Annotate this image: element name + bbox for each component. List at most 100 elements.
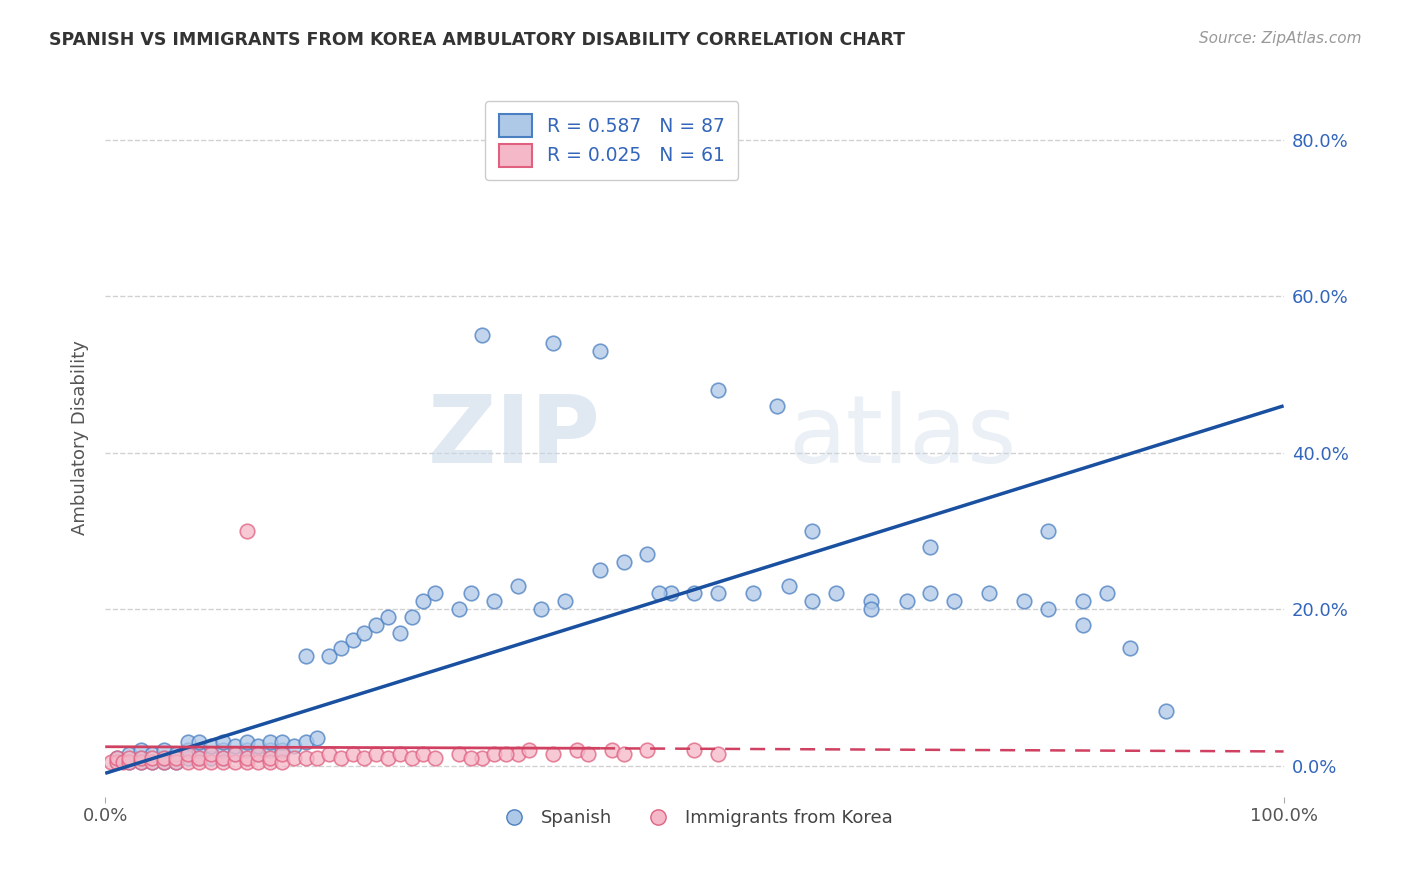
Point bbox=[165, 755, 187, 769]
Point bbox=[200, 747, 222, 761]
Point bbox=[294, 735, 316, 749]
Point bbox=[683, 586, 706, 600]
Point bbox=[118, 755, 141, 769]
Point bbox=[141, 755, 163, 769]
Point bbox=[353, 750, 375, 764]
Point bbox=[118, 755, 141, 769]
Point bbox=[212, 755, 235, 769]
Point bbox=[766, 399, 789, 413]
Text: atlas: atlas bbox=[789, 391, 1017, 483]
Point bbox=[247, 739, 270, 753]
Point bbox=[460, 586, 482, 600]
Text: ZIP: ZIP bbox=[427, 391, 600, 483]
Point bbox=[860, 602, 883, 616]
Point bbox=[212, 735, 235, 749]
Point bbox=[259, 755, 281, 769]
Point bbox=[176, 735, 198, 749]
Point bbox=[165, 750, 187, 764]
Y-axis label: Ambulatory Disability: Ambulatory Disability bbox=[72, 340, 89, 534]
Point bbox=[141, 750, 163, 764]
Point bbox=[224, 755, 246, 769]
Point bbox=[212, 743, 235, 757]
Point bbox=[860, 594, 883, 608]
Point bbox=[920, 586, 942, 600]
Point bbox=[176, 750, 198, 764]
Point bbox=[447, 747, 470, 761]
Point bbox=[118, 750, 141, 764]
Point bbox=[118, 747, 141, 761]
Point bbox=[129, 755, 152, 769]
Point bbox=[589, 563, 612, 577]
Point bbox=[920, 540, 942, 554]
Point bbox=[271, 743, 294, 757]
Point bbox=[165, 747, 187, 761]
Point bbox=[1036, 524, 1059, 538]
Point bbox=[471, 328, 494, 343]
Point bbox=[388, 747, 411, 761]
Legend: Spanish, Immigrants from Korea: Spanish, Immigrants from Korea bbox=[489, 802, 900, 835]
Text: SPANISH VS IMMIGRANTS FROM KOREA AMBULATORY DISABILITY CORRELATION CHART: SPANISH VS IMMIGRANTS FROM KOREA AMBULAT… bbox=[49, 31, 905, 49]
Point bbox=[401, 610, 423, 624]
Point bbox=[141, 747, 163, 761]
Point bbox=[318, 648, 340, 663]
Point bbox=[105, 750, 128, 764]
Point bbox=[283, 739, 305, 753]
Point bbox=[1119, 641, 1142, 656]
Point bbox=[471, 750, 494, 764]
Point bbox=[294, 750, 316, 764]
Point bbox=[707, 586, 730, 600]
Point bbox=[188, 755, 211, 769]
Point bbox=[554, 594, 576, 608]
Point bbox=[153, 750, 176, 764]
Point bbox=[425, 586, 447, 600]
Point bbox=[482, 747, 505, 761]
Point bbox=[200, 755, 222, 769]
Point bbox=[271, 735, 294, 749]
Point bbox=[530, 602, 553, 616]
Point bbox=[541, 336, 564, 351]
Point bbox=[105, 755, 128, 769]
Point bbox=[111, 755, 134, 769]
Point bbox=[659, 586, 682, 600]
Point bbox=[165, 755, 187, 769]
Point bbox=[105, 755, 128, 769]
Text: Source: ZipAtlas.com: Source: ZipAtlas.com bbox=[1198, 31, 1361, 46]
Point bbox=[636, 743, 658, 757]
Point bbox=[366, 747, 388, 761]
Point bbox=[318, 747, 340, 761]
Point bbox=[129, 743, 152, 757]
Point bbox=[801, 594, 824, 608]
Point bbox=[707, 383, 730, 397]
Point bbox=[235, 750, 257, 764]
Point bbox=[1014, 594, 1036, 608]
Point bbox=[188, 735, 211, 749]
Point bbox=[589, 344, 612, 359]
Point bbox=[307, 750, 329, 764]
Point bbox=[224, 739, 246, 753]
Point bbox=[153, 750, 176, 764]
Point bbox=[742, 586, 765, 600]
Point bbox=[329, 641, 352, 656]
Point bbox=[212, 750, 235, 764]
Point bbox=[353, 625, 375, 640]
Point bbox=[176, 743, 198, 757]
Point bbox=[247, 747, 270, 761]
Point bbox=[224, 747, 246, 761]
Point bbox=[482, 594, 505, 608]
Point bbox=[188, 750, 211, 764]
Point bbox=[235, 735, 257, 749]
Point bbox=[600, 743, 623, 757]
Point bbox=[153, 755, 176, 769]
Point bbox=[224, 747, 246, 761]
Point bbox=[495, 747, 517, 761]
Point bbox=[342, 747, 364, 761]
Point bbox=[425, 750, 447, 764]
Point bbox=[129, 750, 152, 764]
Point bbox=[366, 617, 388, 632]
Point bbox=[519, 743, 541, 757]
Point bbox=[100, 755, 122, 769]
Point bbox=[329, 750, 352, 764]
Point bbox=[683, 743, 706, 757]
Point bbox=[506, 579, 529, 593]
Point bbox=[648, 586, 671, 600]
